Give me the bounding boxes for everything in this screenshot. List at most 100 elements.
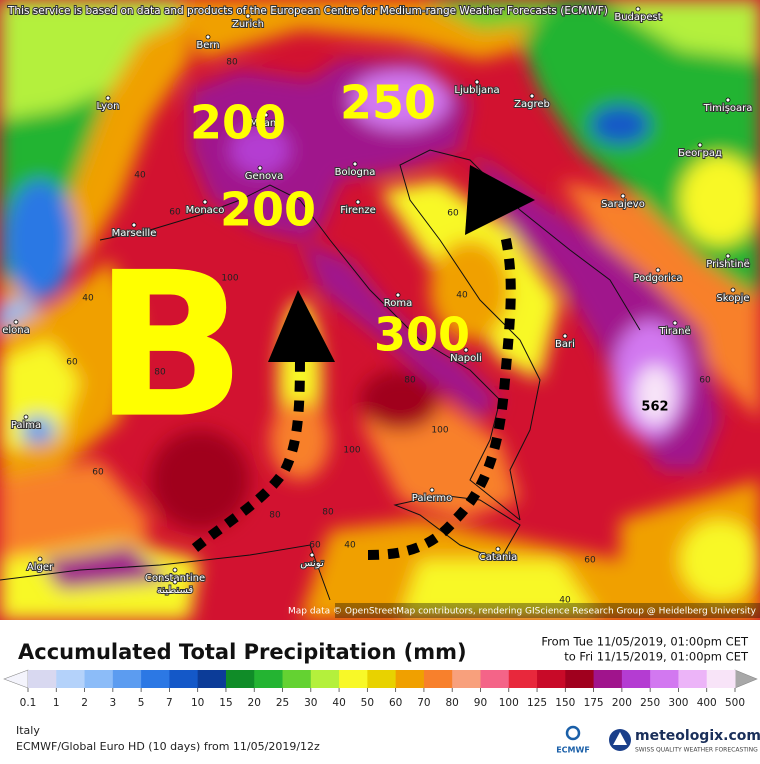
attribution-bg: [335, 603, 760, 618]
arrow-head: [268, 290, 335, 362]
scale-swatch: [537, 670, 566, 688]
city-dot: [672, 320, 678, 326]
brand-tagline: SWISS QUALITY WEATHER FORECASTING: [635, 747, 758, 754]
contour-label: 100: [343, 446, 360, 456]
scale-swatch: [169, 670, 199, 688]
period-to: to Fri 11/15/2019, 01:00pm CET: [564, 650, 749, 664]
contour-label: 40: [134, 171, 146, 181]
city-label: Firenze: [340, 205, 376, 216]
city-label: Milano: [250, 118, 283, 129]
region: Italy: [16, 724, 40, 737]
scale-swatch: [678, 670, 708, 688]
arrow-path: [191, 344, 305, 552]
city-dot: [725, 253, 731, 259]
brand: meteologix.com: [635, 728, 760, 744]
city-dot: [562, 333, 568, 339]
scale-swatch: [254, 670, 284, 688]
city-label: Sarajevo: [601, 199, 645, 210]
city-dot: [172, 579, 178, 585]
city-dot: [355, 199, 361, 205]
scale-tick-label: 3: [109, 697, 116, 709]
city-label: Skopje: [716, 293, 749, 304]
scale-tick-label: 100: [499, 697, 519, 709]
city-dot: [352, 161, 358, 167]
city-dot: [635, 6, 641, 12]
contour-label: 80: [226, 58, 238, 68]
city-dot: [655, 267, 661, 273]
city-label: Zagreb: [514, 99, 550, 110]
period-from: From Tue 11/05/2019, 01:00pm CET: [541, 635, 749, 649]
contour-label: 100: [431, 426, 448, 436]
total-label: 200: [190, 96, 286, 150]
scale-swatch: [56, 670, 86, 688]
scale-tick-label: 70: [417, 697, 430, 709]
contour-label: 60: [92, 468, 104, 478]
city-dot: [263, 112, 269, 118]
city-label: Constantine: [145, 573, 205, 584]
city-label: Bari: [555, 339, 575, 350]
city-dot: [495, 546, 501, 552]
scale-tick-label: 40: [332, 697, 345, 709]
city-label: Genova: [245, 171, 283, 182]
city-dot: [37, 556, 43, 562]
scale-tick-label: 2: [81, 697, 88, 709]
city-label: Zurich: [232, 19, 264, 30]
arrows: [191, 165, 535, 560]
ecmwf-logo: [565, 725, 581, 741]
scale-swatch: [565, 670, 595, 688]
city-dot: [474, 79, 480, 85]
scale-tick-label: 90: [474, 697, 487, 709]
scale-tick-label: 60: [389, 697, 402, 709]
contour-label: 40: [82, 294, 94, 304]
city-label: Marseille: [112, 228, 157, 239]
contour-label: 80: [322, 508, 334, 518]
city-dot: [429, 487, 435, 493]
precipitation-map: [0, 0, 760, 620]
city-dot: [105, 95, 111, 101]
scale-swatch: [706, 670, 736, 688]
contour-label: 60: [447, 209, 459, 219]
city-label: Monaco: [186, 205, 225, 216]
city-dot: [131, 222, 137, 228]
scale-swatch: [112, 670, 142, 688]
scale-swatch: [480, 670, 510, 688]
legend-area: [0, 620, 760, 760]
city-label: Roma: [384, 298, 413, 309]
scale-tick-label: 7: [166, 697, 173, 709]
scale-swatch: [508, 670, 538, 688]
pressure-label: B: [94, 230, 246, 463]
scale-swatch: [225, 670, 255, 688]
scale-tick-label: 300: [668, 697, 688, 709]
city-dot: [697, 142, 703, 148]
city-label: Prishtinë: [706, 259, 749, 270]
contour-label: 80: [269, 511, 281, 521]
scale-swatch: [310, 670, 340, 688]
city-label: Napoli: [450, 353, 482, 364]
contour-label: 60: [584, 556, 596, 566]
scale-tick-label: 150: [555, 697, 575, 709]
arrow-path: [367, 233, 516, 560]
scale-tick-label: 50: [361, 697, 374, 709]
contour-label: 60: [309, 541, 321, 551]
city-dot: [730, 287, 736, 293]
city-dot: [202, 199, 208, 205]
scale-tick-label: 10: [191, 697, 204, 709]
contour-label: 60: [66, 358, 78, 368]
city-label: elona: [2, 325, 30, 336]
total-label: 250: [340, 76, 436, 130]
city-dot: [725, 97, 731, 103]
city-label: Alger: [27, 562, 54, 573]
city-dot: [309, 552, 315, 558]
city-dot: [205, 34, 211, 40]
scale-tick-label: 80: [446, 697, 459, 709]
city-label: Palma: [11, 420, 41, 431]
contour-label: 60: [699, 376, 711, 386]
city-dot: [395, 292, 401, 298]
city-label: تونس: [300, 558, 324, 569]
brand-logo-mark: [613, 732, 627, 745]
scale-tick-label: 250: [640, 697, 660, 709]
contour-label: 80: [404, 376, 416, 386]
max-label: 562: [641, 400, 668, 415]
legend-title: Accumulated Total Precipitation (mm): [18, 640, 467, 664]
